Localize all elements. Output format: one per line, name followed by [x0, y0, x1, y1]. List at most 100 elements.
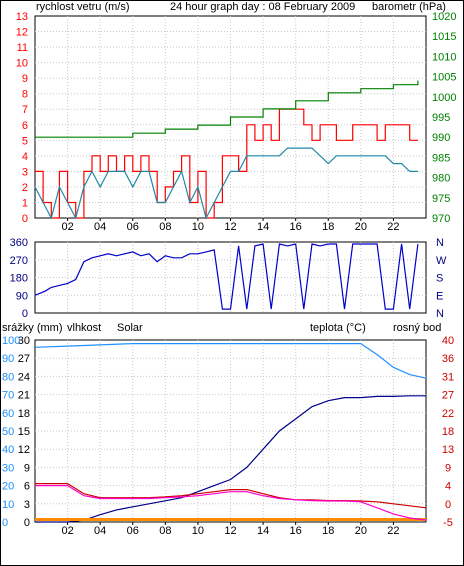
series-wind-direction — [34, 243, 419, 310]
humidity-label: vlhkost — [67, 322, 101, 334]
dir-tick-label: 360 — [10, 237, 28, 249]
y-tick-label: 7 — [22, 104, 28, 116]
compass-label: E — [436, 290, 443, 302]
y-tick-label: 6 — [22, 120, 28, 132]
y2-tick-label: 985 — [432, 152, 450, 164]
y2-tick-label: 970 — [432, 213, 450, 225]
rain-humidity-temp-chart: 0369121518212427300102030405060708090100… — [2, 335, 454, 537]
series-wind-avg — [34, 147, 418, 220]
wind-label: rychlost vetru (m/s) — [36, 1, 130, 13]
x-tick-label: 08 — [159, 221, 171, 233]
rain-tick-label: 27 — [18, 353, 30, 365]
series-solar — [35, 518, 426, 521]
dir-tick-label: 180 — [10, 273, 28, 285]
y-tick-label: 4 — [22, 151, 28, 163]
compass-label: N — [436, 237, 444, 249]
x-tick-label: 16 — [290, 221, 302, 233]
humidity-tick-label: 100 — [2, 335, 20, 347]
temp-tick-label: -5 — [443, 517, 453, 529]
temp-tick-label: 18 — [442, 426, 454, 438]
humidity-tick-label: 80 — [2, 371, 14, 383]
temp-tick-label: 31 — [442, 371, 454, 383]
y-tick-label: 11 — [17, 42, 28, 54]
y-tick-label: 1 — [22, 197, 28, 209]
temp-tick-label: 40 — [442, 335, 454, 347]
temp-tick-label: 22 — [442, 408, 454, 420]
y-tick-label: 3 — [22, 166, 28, 178]
series-dewpoint — [35, 485, 427, 521]
x-tick-label: 14 — [257, 221, 269, 233]
rain-tick-label: 15 — [18, 426, 30, 438]
temp-tick-label: 13 — [442, 444, 454, 456]
x-tick-label: 10 — [192, 221, 204, 233]
rain-tick-label: 9 — [24, 462, 30, 474]
y-tick-label: 2 — [22, 182, 28, 194]
y-tick-label: 9 — [22, 73, 28, 85]
solar-label: Solar — [117, 322, 143, 334]
y2-tick-label: 1000 — [432, 92, 456, 104]
x-tick-label: 08 — [159, 525, 171, 537]
humidity-tick-label: 50 — [2, 426, 14, 438]
series-rain — [35, 395, 426, 523]
rain-tick-label: 3 — [24, 499, 30, 511]
series-temperature — [35, 483, 427, 509]
humidity-tick-label: 70 — [2, 390, 14, 402]
y2-tick-label: 1020 — [432, 11, 456, 23]
rain-label: srážky (mm) — [2, 322, 63, 334]
x-tick-label: 18 — [322, 525, 334, 537]
compass-label: W — [436, 255, 447, 267]
humidity-tick-label: 20 — [2, 481, 14, 493]
x-tick-label: 02 — [61, 221, 73, 233]
humidity-tick-label: 0 — [2, 517, 8, 529]
x-tick-label: 12 — [224, 525, 236, 537]
rain-tick-label: 0 — [24, 517, 30, 529]
y2-tick-label: 980 — [432, 173, 450, 185]
x-tick-label: 20 — [355, 525, 367, 537]
dir-tick-label: 90 — [16, 290, 28, 302]
temp-tick-label: 27 — [442, 390, 454, 402]
humidity-tick-label: 60 — [2, 408, 14, 420]
rain-tick-label: 24 — [18, 371, 30, 383]
rain-tick-label: 21 — [18, 390, 30, 402]
x-tick-label: 02 — [61, 525, 73, 537]
x-tick-label: 06 — [127, 221, 139, 233]
x-tick-label: 06 — [127, 525, 139, 537]
series-baro — [35, 80, 419, 138]
compass-label: S — [436, 273, 443, 285]
rain-tick-label: 18 — [18, 408, 30, 420]
y-tick-label: 12 — [16, 27, 28, 39]
wind-baro-chart: 0123456789101112139709759809859909951000… — [16, 11, 457, 233]
y2-tick-label: 995 — [432, 112, 450, 124]
compass-label: N — [436, 308, 444, 320]
x-tick-label: 14 — [257, 525, 269, 537]
y-tick-label: 13 — [16, 11, 28, 23]
baro-label: barometr (hPa) — [372, 1, 446, 13]
temp-tick-label: 4 — [445, 481, 451, 493]
series-humidity — [34, 343, 427, 379]
y2-tick-label: 975 — [432, 193, 450, 205]
chart-title: 24 hour graph day : 08 February 2009 — [170, 1, 355, 13]
humidity-tick-label: 10 — [2, 499, 14, 511]
humidity-tick-label: 40 — [2, 444, 14, 456]
rain-tick-label: 12 — [18, 444, 30, 456]
x-tick-label: 22 — [387, 221, 399, 233]
y2-tick-label: 990 — [432, 132, 450, 144]
x-tick-label: 18 — [322, 221, 334, 233]
y2-tick-label: 1015 — [432, 31, 456, 43]
temp-tick-label: 9 — [445, 462, 451, 474]
y-tick-label: 0 — [22, 213, 28, 225]
x-tick-label: 04 — [94, 525, 106, 537]
dir-tick-label: 270 — [10, 255, 28, 267]
y-tick-label: 5 — [22, 135, 28, 147]
dir-tick-label: 0 — [22, 308, 28, 320]
x-tick-label: 20 — [355, 221, 367, 233]
x-tick-label: 16 — [290, 525, 302, 537]
y-tick-label: 8 — [22, 89, 28, 101]
rain-tick-label: 30 — [18, 335, 30, 347]
humidity-tick-label: 30 — [2, 462, 14, 474]
humidity-tick-label: 90 — [2, 353, 14, 365]
x-tick-label: 10 — [192, 525, 204, 537]
temp-tick-label: 36 — [442, 353, 454, 365]
